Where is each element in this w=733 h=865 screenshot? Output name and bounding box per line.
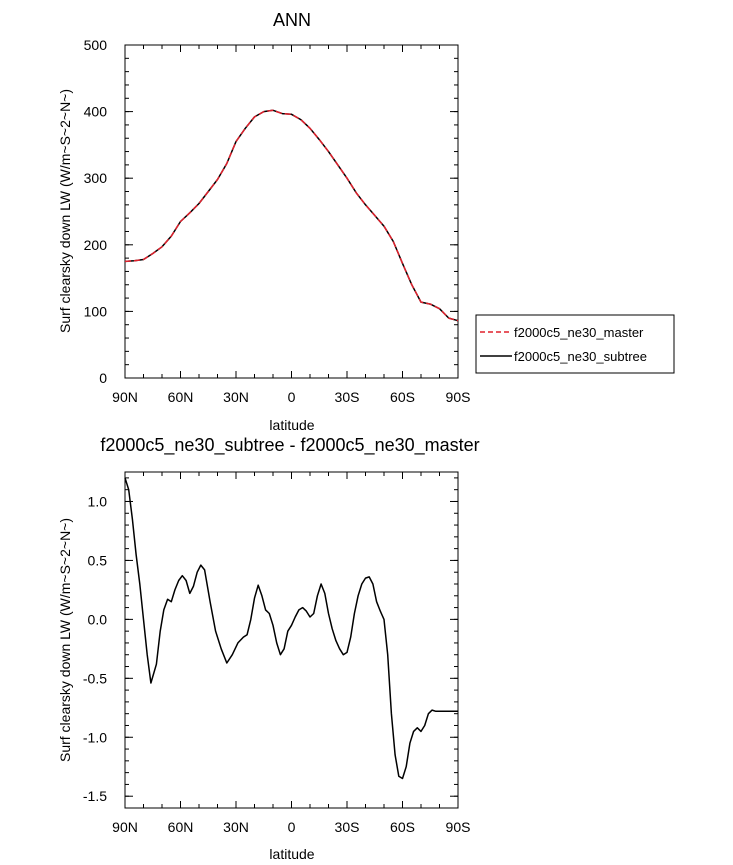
x-tick-label: 90S bbox=[446, 819, 471, 835]
x-tick-label: 30N bbox=[223, 389, 249, 405]
y-tick-label: -1.0 bbox=[83, 729, 107, 745]
axis-ticks: 90N 60N 30N 0 30S 60S 90S 1.0 0.5 0.0 -0.5 -1.0 -1.5 bbox=[83, 472, 471, 835]
x-tick-label: 0 bbox=[288, 819, 296, 835]
x-tick-label: 90N bbox=[112, 389, 138, 405]
y-tick-label: -0.5 bbox=[83, 670, 107, 686]
series-line-f2000c5_ne30_master bbox=[124, 109, 459, 322]
plot-frame bbox=[124, 44, 459, 379]
x-tick-label: 0 bbox=[288, 389, 296, 405]
y-tick-label: 200 bbox=[84, 237, 108, 253]
legend: f2000c5_ne30_master f2000c5_ne30_subtree bbox=[475, 314, 675, 374]
y-tick-label: 1.0 bbox=[88, 493, 108, 509]
series-group bbox=[124, 109, 459, 322]
legend-label-subtree: f2000c5_ne30_subtree bbox=[514, 349, 647, 364]
x-tick-label: 60S bbox=[390, 389, 415, 405]
series-line-f2000c5_ne30_subtree bbox=[124, 109, 459, 322]
x-tick-label: 30S bbox=[335, 389, 360, 405]
y-tick-label: 500 bbox=[84, 37, 108, 53]
x-axis-label: latitude bbox=[269, 846, 314, 862]
legend-box bbox=[475, 314, 675, 374]
series-group bbox=[124, 477, 458, 780]
y-tick-label: 400 bbox=[84, 104, 108, 120]
x-tick-label: 60N bbox=[168, 819, 194, 835]
y-tick-label: 100 bbox=[84, 303, 108, 319]
legend-label-master: f2000c5_ne30_master bbox=[514, 325, 644, 340]
chart-title-ann: ANN bbox=[273, 10, 311, 30]
panel-ann: ANN latitude Surf clearsky down LW (W/m~… bbox=[57, 10, 675, 433]
axis-ticks: 90N 60N 30N 0 30S 60S 90S 0 100 200 300 400 500 bbox=[84, 37, 471, 405]
x-tick-label: 60S bbox=[390, 819, 415, 835]
y-axis-label: Surf clearsky down LW (W/m~S~2~N~) bbox=[57, 518, 73, 762]
y-tick-label: 0.0 bbox=[88, 611, 108, 627]
chart-title-difference: f2000c5_ne30_subtree - f2000c5_ne30_mast… bbox=[100, 435, 479, 456]
x-tick-label: 90S bbox=[446, 389, 471, 405]
x-tick-label: 60N bbox=[168, 389, 194, 405]
series-line-difference bbox=[124, 477, 458, 780]
y-tick-label: 0 bbox=[99, 370, 107, 386]
x-tick-label: 90N bbox=[112, 819, 138, 835]
y-axis-label: Surf clearsky down LW (W/m~S~2~N~) bbox=[57, 89, 73, 333]
y-tick-label: 300 bbox=[84, 170, 108, 186]
x-tick-label: 30S bbox=[335, 819, 360, 835]
y-tick-label: 0.5 bbox=[88, 552, 108, 568]
x-tick-label: 30N bbox=[223, 819, 249, 835]
y-tick-label: -1.5 bbox=[83, 788, 107, 804]
panel-difference: f2000c5_ne30_subtree - f2000c5_ne30_mast… bbox=[57, 435, 480, 862]
x-axis-label: latitude bbox=[269, 417, 314, 433]
